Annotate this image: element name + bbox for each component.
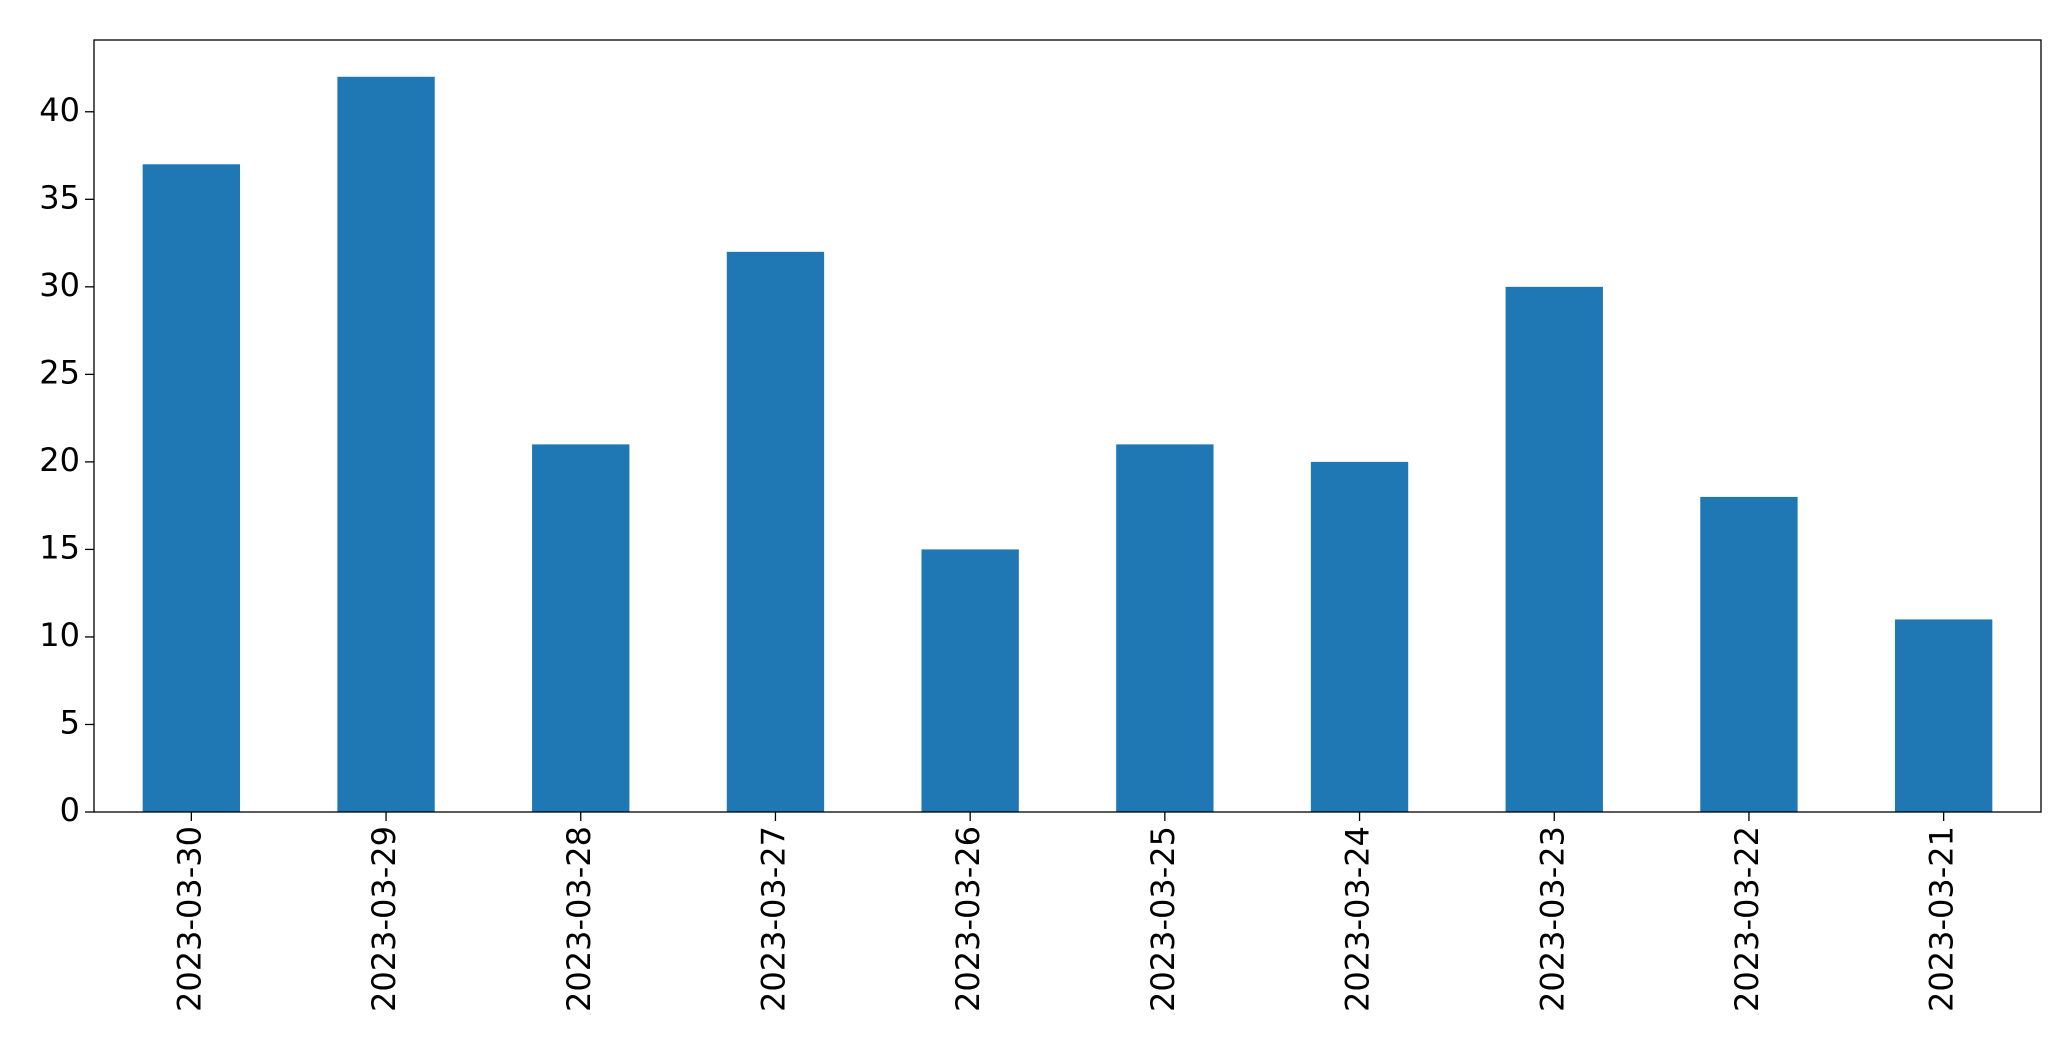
bar <box>532 444 630 812</box>
x-tick-label: 2023-03-29 <box>365 826 403 1012</box>
x-tick-label: 2023-03-28 <box>560 826 598 1012</box>
bar <box>1700 496 1798 812</box>
x-tick-label: 2023-03-30 <box>170 826 208 1012</box>
bar <box>1505 286 1603 812</box>
y-tick-label: 10 <box>39 616 80 654</box>
y-tick-label: 5 <box>60 703 80 741</box>
y-tick-label: 30 <box>39 266 80 304</box>
y-tick-label: 40 <box>39 91 80 129</box>
bar <box>337 76 435 812</box>
bar <box>1116 444 1214 812</box>
x-tick-label: 2023-03-23 <box>1533 826 1571 1012</box>
y-tick-label: 25 <box>39 353 80 391</box>
bar <box>142 164 241 812</box>
x-tick-label: 2023-03-22 <box>1728 826 1766 1012</box>
x-tick-label: 2023-03-25 <box>1144 826 1182 1012</box>
x-tick-label: 2023-03-21 <box>1923 826 1961 1012</box>
y-tick-label: 15 <box>39 528 80 566</box>
bar <box>726 251 825 812</box>
bar <box>1310 461 1409 812</box>
bar <box>921 549 1019 812</box>
y-tick-label: 0 <box>60 791 80 829</box>
x-tick-label: 2023-03-24 <box>1339 826 1377 1012</box>
y-tick-label: 35 <box>39 178 80 216</box>
y-tick-label: 20 <box>39 441 80 479</box>
x-tick-label: 2023-03-27 <box>754 826 792 1012</box>
x-tick-label: 2023-03-26 <box>949 826 987 1012</box>
bar <box>1894 619 1993 812</box>
plot-frame <box>93 39 2042 813</box>
